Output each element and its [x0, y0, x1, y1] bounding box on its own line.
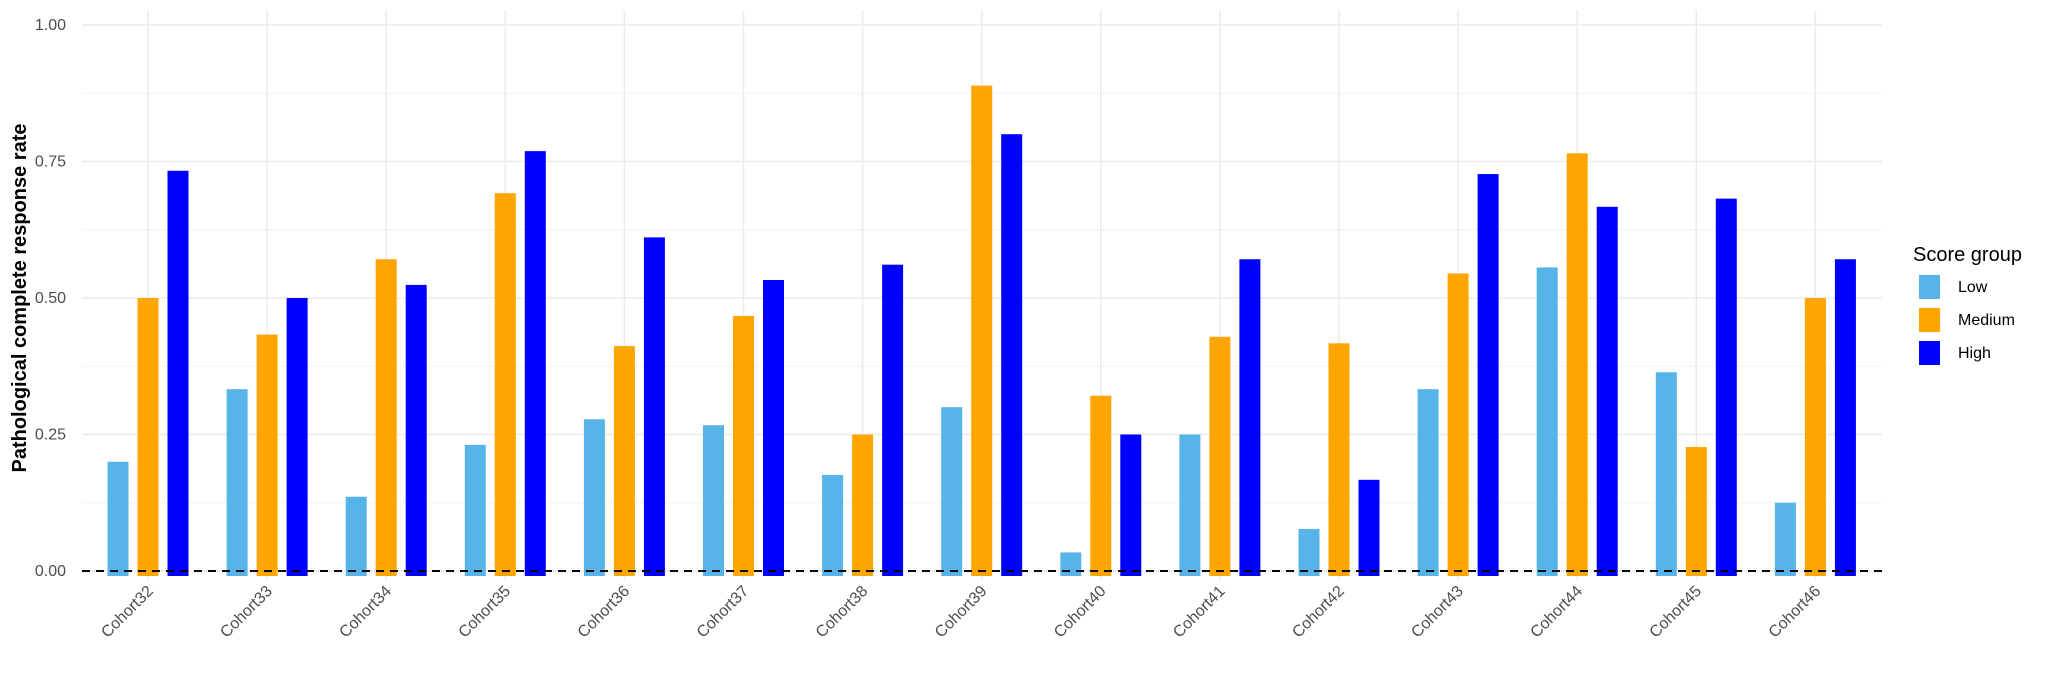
legend-label-high: High [1958, 345, 1991, 362]
x-tick-label: Cohort36 [575, 583, 634, 642]
bar-high-cohort33 [286, 298, 308, 576]
bar-high-cohort43 [1477, 174, 1499, 577]
bar-low-cohort38 [822, 474, 844, 576]
bar-medium-cohort37 [733, 316, 754, 576]
bar-medium-cohort41 [1209, 336, 1231, 576]
bar-medium-cohort34 [375, 259, 397, 576]
bar-high-cohort46 [1834, 259, 1856, 576]
bar-high-cohort32 [167, 170, 189, 577]
bar-medium-cohort35 [494, 193, 516, 576]
x-tick-label: Cohort35 [456, 583, 515, 642]
bar-low-cohort40 [1060, 552, 1082, 576]
legend-label-low: Low [1958, 279, 1988, 296]
x-tick-label: Cohort34 [336, 583, 395, 642]
x-tick-label: Cohort39 [932, 583, 991, 642]
bar-low-cohort42 [1298, 528, 1320, 576]
x-axis-ticks: Cohort32 Cohort33 Cohort34 Cohort35 Cohort36… [98, 583, 1824, 642]
bar-medium-cohort33 [256, 334, 278, 576]
bar-low-cohort46 [1774, 502, 1796, 576]
bar-medium-cohort45 [1685, 447, 1707, 576]
bar-medium-cohort44 [1566, 153, 1588, 576]
bars [107, 85, 1856, 577]
bar-high-cohort41 [1239, 259, 1261, 576]
bar-medium-cohort43 [1447, 273, 1469, 576]
x-tick-label: Cohort43 [1408, 583, 1467, 642]
bar-medium-cohort36 [613, 346, 635, 576]
bar-medium-cohort38 [852, 434, 874, 576]
x-tick-label: Cohort46 [1766, 583, 1825, 642]
x-tick-label: Cohort42 [1289, 583, 1348, 642]
bar-low-cohort35 [464, 444, 486, 576]
bar-medium-cohort42 [1328, 343, 1350, 576]
x-tick-label: Cohort44 [1527, 583, 1586, 642]
bar-low-cohort32 [107, 461, 129, 576]
x-tick-label: Cohort40 [1051, 583, 1110, 642]
x-tick-label: Cohort45 [1647, 583, 1706, 642]
legend-swatch-medium [1919, 308, 1940, 332]
legend: Score group Low Medium High [1913, 244, 2022, 365]
y-tick-label: 1.00 [35, 17, 66, 34]
bar-high-cohort37 [763, 279, 784, 576]
bar-high-cohort40 [1120, 434, 1142, 576]
bar-medium-cohort40 [1090, 395, 1112, 576]
bar-high-cohort36 [643, 237, 665, 577]
bar-high-cohort42 [1358, 479, 1380, 576]
bar-medium-cohort46 [1804, 298, 1826, 576]
bar-low-cohort44 [1536, 267, 1558, 576]
bar-low-cohort41 [1179, 434, 1201, 576]
x-tick-label: Cohort33 [217, 583, 276, 642]
y-tick-label: 0.75 [35, 154, 66, 171]
x-tick-label: Cohort32 [98, 583, 157, 642]
y-tick-label: 0.00 [35, 563, 66, 580]
bar-high-cohort34 [405, 284, 427, 576]
bar-high-cohort39 [1001, 134, 1023, 576]
bar-high-cohort44 [1596, 206, 1618, 576]
legend-swatch-high [1919, 341, 1940, 365]
legend-swatch-low [1919, 275, 1940, 299]
y-axis-title: Pathological complete response rate [9, 124, 31, 473]
x-tick-label: Cohort38 [813, 583, 872, 642]
bar-high-cohort35 [524, 151, 546, 576]
bar-low-cohort45 [1655, 372, 1677, 576]
bar-low-cohort37 [703, 425, 724, 576]
bar-low-cohort43 [1417, 389, 1439, 576]
y-axis-ticks: 0.00 0.25 0.50 0.75 1.00 [35, 17, 66, 580]
legend-label-medium: Medium [1958, 312, 2015, 329]
y-tick-label: 0.25 [35, 427, 66, 444]
bar-low-cohort34 [345, 496, 367, 576]
legend-title: Score group [1913, 244, 2022, 266]
x-tick-label: Cohort41 [1170, 583, 1229, 642]
y-tick-label: 0.50 [35, 290, 66, 307]
bar-low-cohort33 [226, 389, 248, 576]
x-tick-label: Cohort37 [694, 583, 753, 642]
bar-low-cohort39 [941, 407, 963, 576]
bar-high-cohort38 [882, 264, 904, 576]
bar-high-cohort45 [1715, 198, 1737, 577]
bar-medium-cohort32 [137, 298, 159, 576]
bar-low-cohort36 [583, 419, 605, 576]
bar-medium-cohort39 [971, 85, 993, 576]
